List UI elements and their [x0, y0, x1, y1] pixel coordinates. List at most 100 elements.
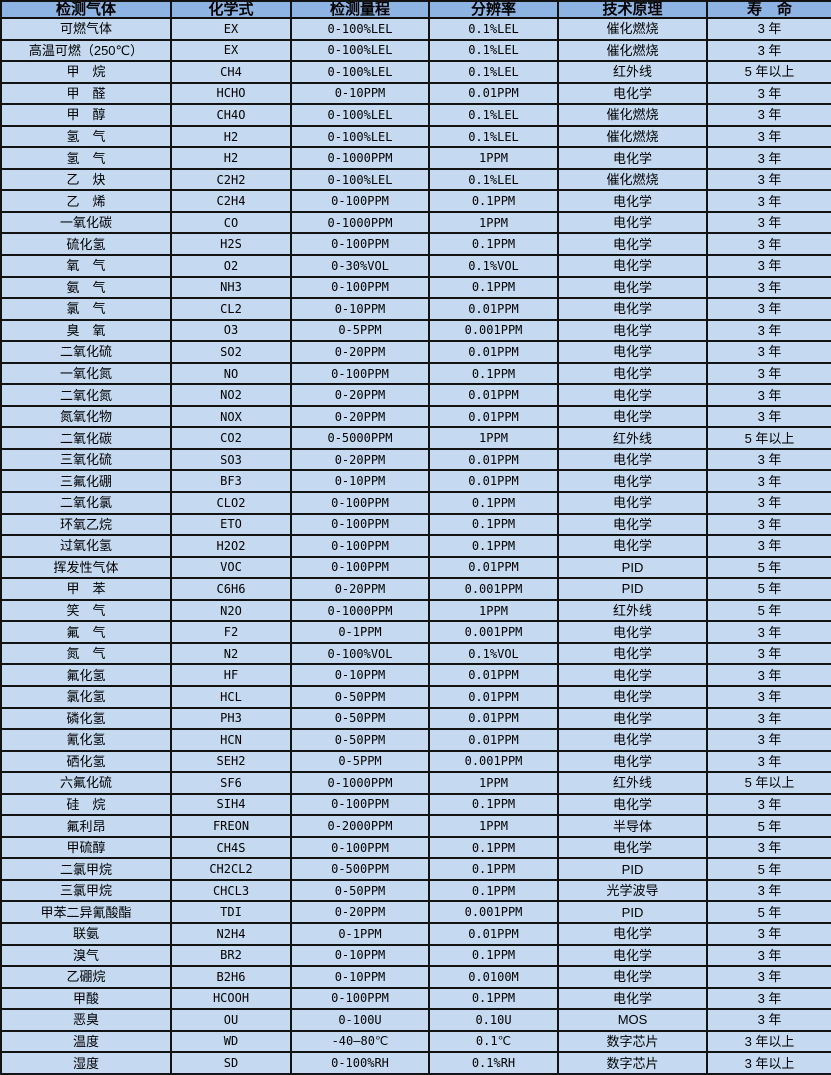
cell-principle: 电化学 [557, 210, 708, 235]
cell-formula: SD [170, 1051, 292, 1075]
cell-formula: CH2CL2 [170, 857, 292, 881]
cell-principle: 电化学 [557, 232, 708, 256]
cell-lifespan: 5 年以上 [706, 426, 831, 450]
cell-principle: 催化燃烧 [557, 17, 708, 41]
cell-resolution: 0.1PPM [428, 835, 559, 860]
cell-range: 0-100PPM [290, 555, 430, 580]
cell-principle: 电化学 [557, 146, 708, 170]
cell-range: 0-100PPM [290, 232, 430, 256]
cell-gas: 甲酸 [0, 986, 172, 1011]
cell-lifespan: 3 年 [706, 965, 831, 989]
cell-principle: 电化学 [557, 447, 708, 472]
cell-formula: SIH4 [170, 792, 292, 817]
table-row: 氟 气 F2 0-1PPM 0.001PPM 电化学 3 年 [0, 620, 831, 644]
cell-gas: 二氯甲烷 [0, 857, 172, 881]
table-row: 氯化氢 HCL 0-50PPM 0.01PPM 电化学 3 年 [0, 684, 831, 709]
cell-lifespan: 3 年 [706, 943, 831, 968]
cell-resolution: 1PPM [428, 210, 559, 235]
cell-principle: 电化学 [557, 404, 708, 429]
cell-resolution: 1PPM [428, 146, 559, 170]
cell-lifespan: 3 年以上 [706, 1029, 831, 1054]
table-row: 硒化氢 SEH2 0-5PPM 0.001PPM 电化学 3 年 [0, 749, 831, 774]
cell-principle: 电化学 [557, 81, 708, 106]
cell-range: 0-1000PPM [290, 210, 430, 235]
cell-lifespan: 5 年以上 [706, 60, 831, 84]
cell-range: 0-2000PPM [290, 814, 430, 838]
table-body: 可燃气体 EX 0-100%LEL 0.1%LEL 催化燃烧 3 年高温可燃（250℃） E… [0, 17, 831, 1075]
cell-principle: 电化学 [557, 792, 708, 817]
cell-gas: 二氧化氯 [0, 491, 172, 515]
cell-principle: 催化燃烧 [557, 103, 708, 127]
cell-gas: 氨 气 [0, 275, 172, 300]
cell-gas: 氧 气 [0, 254, 172, 278]
table-row: 三氯甲烷 CHCL3 0-50PPM 0.1PPM 光学波导 3 年 [0, 878, 831, 903]
cell-range: 0-10PPM [290, 469, 430, 494]
table-row: 氟利昂 FREON 0-2000PPM 1PPM 半导体 5 年 [0, 814, 831, 838]
cell-lifespan: 5 年 [706, 577, 831, 601]
cell-formula: H2 [170, 146, 292, 170]
cell-principle: 催化燃烧 [557, 167, 708, 192]
cell-principle: 电化学 [557, 728, 708, 752]
cell-principle: PID [557, 900, 708, 924]
table-row: 硫化氢 H2S 0-100PPM 0.1PPM 电化学 3 年 [0, 232, 831, 256]
cell-lifespan: 3 年 [706, 318, 831, 343]
cell-formula: EX [170, 17, 292, 41]
cell-lifespan: 3 年 [706, 641, 831, 666]
table-row: 氢 气 H2 0-1000PPM 1PPM 电化学 3 年 [0, 146, 831, 170]
cell-resolution: 0.1℃ [428, 1029, 559, 1054]
cell-formula: H2O2 [170, 534, 292, 558]
cell-range: -40—80℃ [290, 1029, 430, 1054]
cell-lifespan: 3 年 [706, 620, 831, 644]
cell-gas: 硫化氢 [0, 232, 172, 256]
cell-range: 0-50PPM [290, 706, 430, 731]
cell-gas: 甲 烷 [0, 60, 172, 84]
cell-gas: 氢 气 [0, 146, 172, 170]
cell-resolution: 0.1PPM [428, 361, 559, 386]
table-row: 氧 气 O2 0-30%VOL 0.1%VOL 电化学 3 年 [0, 254, 831, 278]
cell-range: 0-10PPM [290, 81, 430, 106]
cell-lifespan: 3 年 [706, 792, 831, 817]
cell-gas: 湿度 [0, 1051, 172, 1075]
cell-gas: 三氧化硫 [0, 447, 172, 472]
cell-principle: 电化学 [557, 361, 708, 386]
column-header-resolution: 分辨率 [428, 0, 559, 19]
cell-range: 0-50PPM [290, 728, 430, 752]
cell-formula: CH4S [170, 835, 292, 860]
cell-formula: C2H4 [170, 189, 292, 213]
cell-lifespan: 3 年 [706, 254, 831, 278]
cell-range: 0-20PPM [290, 404, 430, 429]
cell-range: 0-100%LEL [290, 124, 430, 149]
cell-gas: 环氧乙烷 [0, 512, 172, 537]
cell-resolution: 0.01PPM [428, 340, 559, 364]
cell-formula: ETO [170, 512, 292, 537]
table-row: 二氧化碳 CO2 0-5000PPM 1PPM 红外线 5 年以上 [0, 426, 831, 450]
cell-principle: 数字芯片 [557, 1051, 708, 1075]
cell-formula: HCN [170, 728, 292, 752]
table-row: 二氧化氯 CLO2 0-100PPM 0.1PPM 电化学 3 年 [0, 491, 831, 515]
cell-principle: 电化学 [557, 297, 708, 321]
cell-formula: CL2 [170, 297, 292, 321]
cell-resolution: 0.1PPM [428, 792, 559, 817]
cell-formula: NOX [170, 404, 292, 429]
cell-principle: 电化学 [557, 835, 708, 860]
cell-principle: 电化学 [557, 620, 708, 644]
cell-gas: 氢 气 [0, 124, 172, 149]
cell-gas: 氯 气 [0, 297, 172, 321]
cell-range: 0-10PPM [290, 297, 430, 321]
table-row: 甲 烷 CH4 0-100%LEL 0.1%LEL 红外线 5 年以上 [0, 60, 831, 84]
cell-formula: CLO2 [170, 491, 292, 515]
table-row: 三氧化硫 SO3 0-20PPM 0.01PPM 电化学 3 年 [0, 447, 831, 472]
cell-lifespan: 5 年 [706, 555, 831, 580]
cell-range: 0-100PPM [290, 512, 430, 537]
cell-gas: 三氯甲烷 [0, 878, 172, 903]
table-row: 二氧化硫 SO2 0-20PPM 0.01PPM 电化学 3 年 [0, 340, 831, 364]
table-row: 氮氧化物 NOX 0-20PPM 0.01PPM 电化学 3 年 [0, 404, 831, 429]
cell-gas: 磷化氢 [0, 706, 172, 731]
cell-resolution: 0.001PPM [428, 577, 559, 601]
cell-principle: 红外线 [557, 771, 708, 795]
cell-formula: BR2 [170, 943, 292, 968]
cell-lifespan: 3 年 [706, 103, 831, 127]
table-row: 过氧化氢 H2O2 0-100PPM 0.1PPM 电化学 3 年 [0, 534, 831, 558]
table-row: 甲 醇 CH4O 0-100%LEL 0.1%LEL 催化燃烧 3 年 [0, 103, 831, 127]
table-row: 乙 炔 C2H2 0-100%LEL 0.1%LEL 催化燃烧 3 年 [0, 167, 831, 192]
